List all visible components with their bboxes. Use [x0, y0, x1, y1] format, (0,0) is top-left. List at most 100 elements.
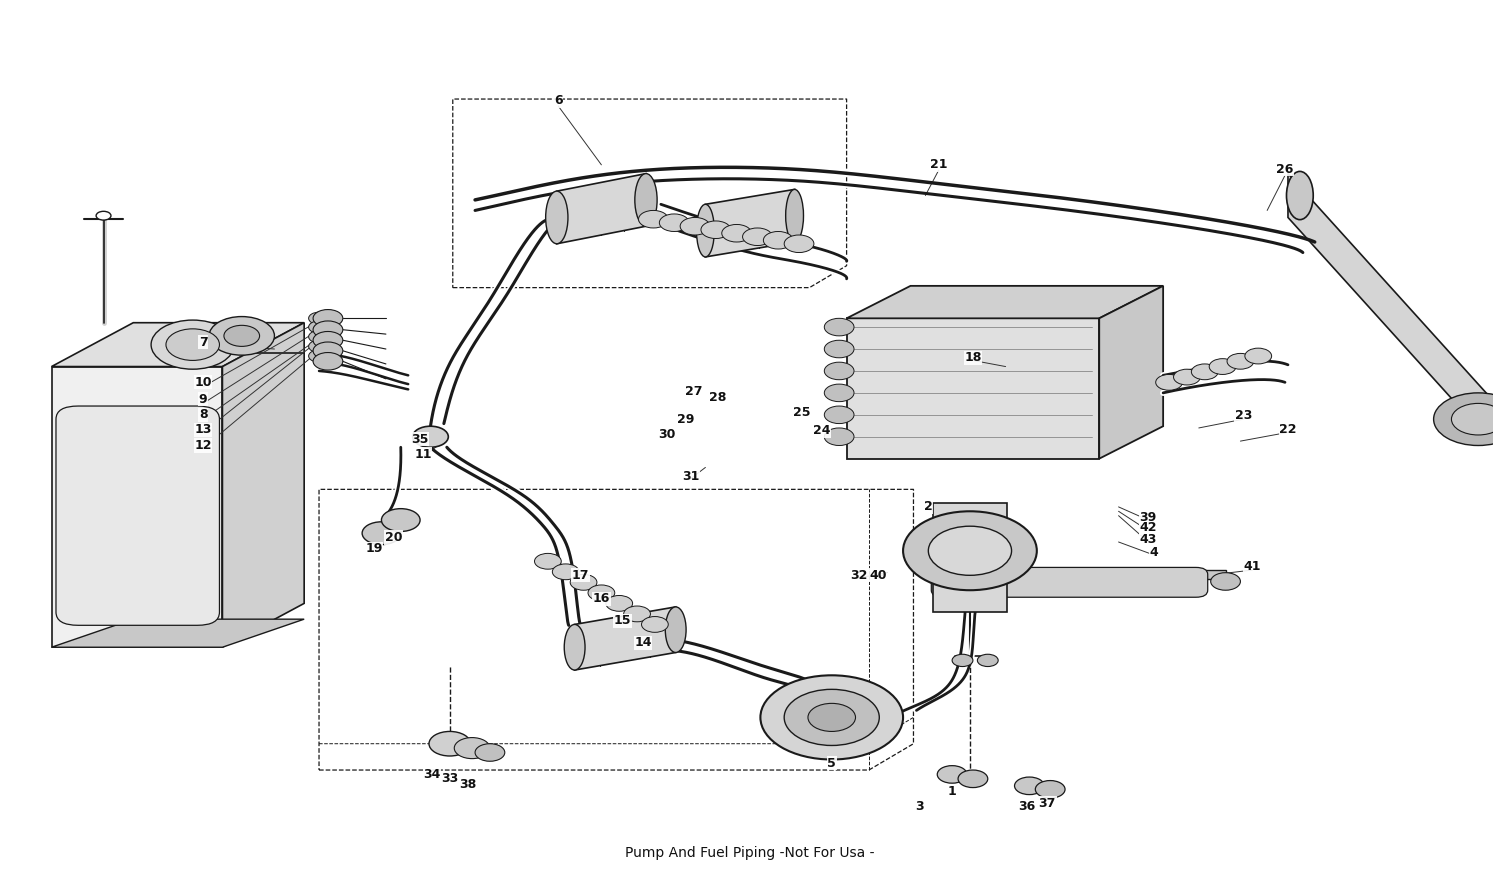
Text: 12: 12 [195, 439, 211, 452]
Circle shape [660, 214, 688, 232]
Circle shape [978, 654, 998, 666]
Text: 24: 24 [813, 424, 830, 437]
Text: 33: 33 [441, 772, 459, 785]
Circle shape [429, 732, 471, 756]
Circle shape [825, 362, 854, 380]
Circle shape [784, 235, 814, 252]
Text: 23: 23 [1234, 409, 1252, 422]
Polygon shape [1288, 174, 1490, 441]
Circle shape [760, 675, 903, 759]
Text: 26: 26 [1276, 163, 1293, 176]
Circle shape [209, 316, 274, 356]
Polygon shape [51, 619, 305, 647]
Text: 16: 16 [592, 593, 610, 606]
Text: 36: 36 [1019, 800, 1035, 813]
Ellipse shape [1466, 395, 1491, 444]
Circle shape [624, 606, 651, 622]
Circle shape [952, 654, 974, 666]
Text: 21: 21 [930, 159, 948, 171]
Polygon shape [846, 318, 1100, 459]
Circle shape [784, 690, 879, 746]
Text: 28: 28 [708, 391, 726, 404]
Circle shape [825, 406, 854, 423]
Circle shape [1173, 369, 1200, 385]
Circle shape [309, 340, 330, 353]
Circle shape [639, 210, 669, 228]
Circle shape [534, 553, 561, 569]
Text: 35: 35 [411, 433, 429, 446]
Text: Pump And Fuel Piping -Not For Usa -: Pump And Fuel Piping -Not For Usa - [626, 846, 874, 861]
Circle shape [309, 321, 330, 333]
Text: 34: 34 [423, 768, 441, 781]
Circle shape [825, 318, 854, 336]
Circle shape [314, 331, 344, 349]
Polygon shape [51, 323, 305, 366]
Circle shape [742, 228, 772, 246]
Circle shape [552, 564, 579, 580]
Circle shape [309, 331, 330, 343]
Circle shape [309, 312, 330, 324]
Text: 10: 10 [195, 376, 211, 388]
Circle shape [606, 595, 633, 611]
Ellipse shape [564, 625, 585, 670]
Circle shape [588, 585, 615, 601]
Text: 18: 18 [964, 351, 981, 364]
Circle shape [1191, 364, 1218, 380]
Text: 2: 2 [924, 501, 933, 513]
Text: 31: 31 [682, 470, 699, 483]
Text: 19: 19 [366, 543, 382, 555]
Circle shape [454, 738, 490, 758]
Circle shape [1035, 781, 1065, 798]
Text: 11: 11 [414, 448, 432, 461]
Text: 13: 13 [195, 423, 211, 437]
Text: 5: 5 [828, 756, 836, 770]
Circle shape [314, 342, 344, 360]
Ellipse shape [666, 607, 686, 652]
Circle shape [958, 770, 988, 788]
Circle shape [314, 321, 344, 339]
Text: 14: 14 [634, 636, 651, 650]
Text: 42: 42 [1140, 521, 1156, 535]
Circle shape [825, 340, 854, 358]
Text: 1: 1 [948, 786, 957, 798]
Circle shape [1245, 348, 1272, 364]
Circle shape [314, 353, 344, 370]
Circle shape [1209, 359, 1236, 374]
Circle shape [700, 221, 730, 239]
Polygon shape [933, 503, 1007, 612]
Circle shape [642, 617, 669, 633]
Circle shape [570, 575, 597, 590]
Text: 25: 25 [794, 405, 812, 419]
Text: 3: 3 [915, 800, 924, 813]
Circle shape [680, 217, 710, 235]
Circle shape [166, 329, 219, 361]
Text: 43: 43 [1140, 533, 1156, 546]
Circle shape [764, 232, 794, 249]
Polygon shape [574, 607, 675, 670]
Text: 9: 9 [200, 393, 207, 405]
Text: 38: 38 [459, 779, 477, 791]
Circle shape [938, 765, 968, 783]
Circle shape [1434, 393, 1500, 446]
Circle shape [1155, 374, 1182, 390]
Circle shape [413, 426, 448, 447]
Polygon shape [846, 286, 1162, 318]
Circle shape [381, 509, 420, 531]
Circle shape [362, 522, 401, 544]
Circle shape [96, 211, 111, 220]
Circle shape [825, 384, 854, 402]
Ellipse shape [696, 204, 714, 257]
Text: 37: 37 [1038, 797, 1056, 810]
Text: 39: 39 [1140, 511, 1156, 524]
Text: 32: 32 [850, 568, 867, 582]
Text: 22: 22 [1280, 423, 1296, 437]
Circle shape [825, 428, 854, 446]
Ellipse shape [634, 174, 657, 226]
FancyBboxPatch shape [932, 568, 1208, 597]
FancyBboxPatch shape [56, 406, 219, 625]
Text: 29: 29 [678, 413, 694, 426]
Circle shape [903, 511, 1036, 590]
Polygon shape [556, 174, 646, 244]
Polygon shape [222, 323, 304, 647]
Circle shape [224, 325, 260, 347]
